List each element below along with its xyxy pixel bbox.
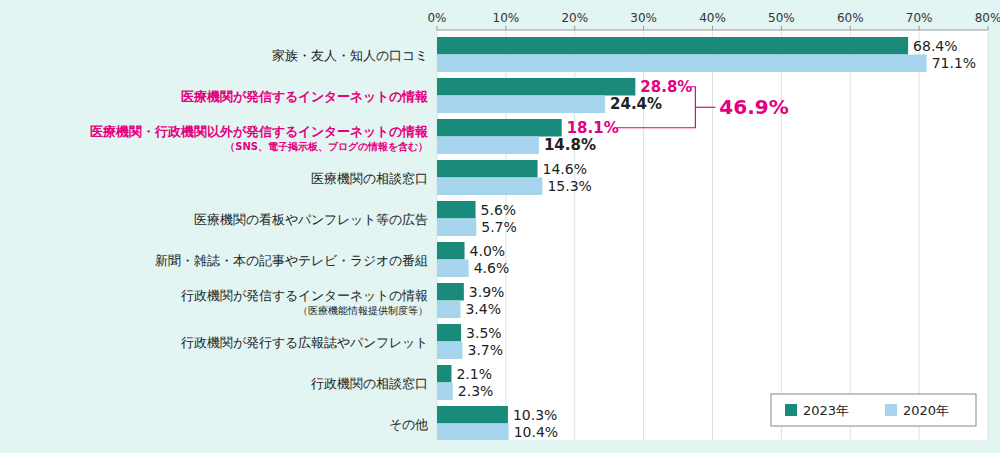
annotation-bracket: [617, 87, 696, 128]
data-label: 5.6%: [481, 202, 517, 218]
bar: [437, 219, 476, 237]
data-label: 68.4%: [913, 38, 957, 54]
data-label: 14.8%: [544, 136, 596, 154]
legend-swatch: [785, 404, 797, 416]
bar: [437, 119, 562, 137]
grid-line: [850, 30, 851, 440]
bar: [437, 78, 635, 96]
category-note: （医療機能情報提供制度等）: [298, 305, 428, 316]
category-label: 行政機関が発行する広報誌やパンフレット: [181, 335, 428, 350]
tick-label: 20%: [561, 11, 588, 25]
bar: [437, 365, 451, 383]
bars: [437, 37, 927, 440]
tick-label: 70%: [906, 11, 933, 25]
data-label: 15.3%: [547, 178, 591, 194]
bar: [437, 301, 460, 319]
legend-box: [771, 394, 976, 426]
bar: [437, 178, 542, 196]
tick-label: 0%: [427, 11, 446, 25]
data-label: 3.9%: [469, 284, 505, 300]
tick: [643, 26, 644, 30]
data-label: 3.4%: [465, 301, 501, 317]
bar: [437, 424, 509, 441]
bar: [437, 201, 476, 219]
category-label: 行政機関の相談窓口: [311, 376, 428, 391]
grid-line: [781, 30, 782, 440]
category-label: 医療機関が発信するインターネットの情報: [181, 89, 429, 104]
data-label: 2.3%: [458, 383, 494, 399]
category-label: その他: [389, 417, 428, 432]
bar: [437, 342, 462, 360]
category-note: （SNS、電子掲示板、ブログの情報を含む）: [225, 141, 428, 152]
tick-label: 50%: [768, 11, 795, 25]
bar: [437, 55, 927, 73]
tick-label: 80%: [975, 11, 1000, 25]
tick: [919, 26, 920, 30]
data-label: 28.8%: [640, 78, 692, 96]
bar: [437, 137, 539, 155]
grid-line: [919, 30, 920, 440]
data-label: 14.6%: [543, 161, 587, 177]
bar: [437, 324, 461, 342]
data-label: 3.7%: [467, 342, 503, 358]
data-label: 18.1%: [567, 119, 619, 137]
grid-line: [712, 30, 713, 440]
bar: [437, 242, 465, 260]
category-label: 医療機関の相談窓口: [311, 171, 428, 186]
category-label: 医療機関の看板やパンフレット等の広告: [194, 212, 428, 227]
bar: [437, 160, 538, 178]
tick: [712, 26, 713, 30]
tick: [574, 26, 575, 30]
tick-label: 30%: [630, 11, 657, 25]
tick: [437, 26, 438, 30]
tick: [988, 26, 989, 30]
tick: [505, 26, 506, 30]
tick-label: 10%: [493, 11, 520, 25]
category-label: 医療機関・行政機関以外が発信するインターネットの情報: [90, 124, 429, 139]
legend-label: 2020年: [903, 403, 949, 418]
bar: [437, 37, 908, 55]
bar: [437, 96, 605, 114]
annotation-line: [695, 107, 715, 108]
data-label: 24.4%: [610, 95, 662, 113]
annotation: 46.9%: [719, 95, 788, 119]
data-label: 4.0%: [470, 243, 506, 259]
data-label: 10.3%: [513, 407, 557, 423]
data-label: 71.1%: [932, 55, 976, 71]
legend: 2023年 2020年: [771, 394, 976, 426]
data-label: 10.4%: [514, 424, 558, 440]
bar: [437, 260, 469, 278]
tick: [850, 26, 851, 30]
data-label: 2.1%: [456, 366, 492, 382]
category-label: 行政機関が発信するインターネットの情報: [181, 288, 428, 303]
legend-swatch: [885, 404, 897, 416]
data-label: 5.7%: [481, 219, 517, 235]
tick-label: 40%: [699, 11, 726, 25]
data-label: 4.6%: [474, 260, 510, 276]
legend-label: 2023年: [803, 403, 849, 418]
category-label: 新聞・雑誌・本の記事やテレビ・ラジオの番組: [155, 253, 428, 268]
plot-area: [437, 30, 988, 440]
bar: [437, 406, 508, 424]
tick-label: 60%: [837, 11, 864, 25]
axis-line: [437, 30, 988, 31]
grid-line: [988, 30, 989, 440]
tick: [781, 26, 782, 30]
chart: 0% 10% 20% 30% 40% 50% 60% 70% 80% 68.4% 28.8% 18.1…: [0, 0, 1000, 453]
bar: [437, 383, 453, 401]
data-label: 3.5%: [466, 325, 502, 341]
labels: 68.4% 28.8% 18.1% 14.6% 5.6% 4.0% 3.9% 3.5% 2.1%…: [456, 38, 976, 441]
bar: [437, 283, 464, 301]
category-label: 家族・友人・知人の口コミ: [272, 48, 428, 63]
